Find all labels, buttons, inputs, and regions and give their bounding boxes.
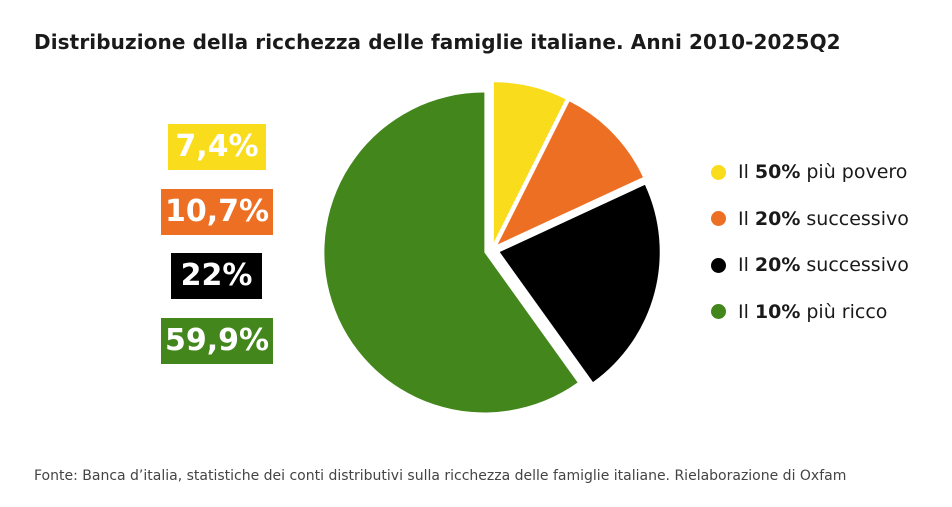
legend-suffix: successivo [806, 207, 909, 230]
value-label-20-next-2: 22% [171, 253, 262, 299]
pie-slice-20-next-1 [497, 101, 643, 245]
legend-item-20-next-2: Il 20% successivo [711, 253, 909, 277]
legend-suffix: più ricco [806, 300, 888, 323]
legend-prefix: Il [738, 161, 749, 183]
legend: Il 50% più povero Il 20% successivo Il 2… [711, 160, 909, 346]
legend-bold: 10% [754, 300, 801, 323]
pie-slice-20-next-2 [499, 184, 660, 383]
pie-slice-50-poorest [493, 82, 566, 243]
value-label-20-next-1: 10,7% [161, 189, 273, 235]
source-note: Fonte: Banca d’italia, statistiche dei c… [34, 468, 847, 484]
value-label-50-poorest: 7,4% [168, 124, 266, 170]
legend-prefix: Il [738, 254, 749, 276]
legend-suffix: più povero [806, 161, 908, 183]
legend-bold: 20% [754, 207, 801, 230]
legend-prefix: Il [738, 207, 749, 230]
legend-item-20-next-1: Il 20% successivo [711, 207, 909, 231]
legend-swatch [711, 304, 726, 319]
pie-slice-10-richest [324, 92, 578, 413]
legend-item-50-poorest: Il 50% più povero [711, 160, 909, 184]
chart-title: Distribuzione della ricchezza delle fami… [34, 30, 841, 54]
legend-swatch [711, 211, 726, 226]
legend-bold: 50% [754, 161, 801, 183]
legend-bold: 20% [754, 254, 801, 276]
legend-item-10-richest: Il 10% più ricco [711, 300, 909, 324]
value-label-10-richest: 59,9% [161, 318, 273, 364]
legend-prefix: Il [738, 300, 749, 323]
legend-swatch [711, 257, 726, 273]
legend-swatch [711, 164, 726, 180]
legend-suffix: successivo [806, 254, 909, 276]
